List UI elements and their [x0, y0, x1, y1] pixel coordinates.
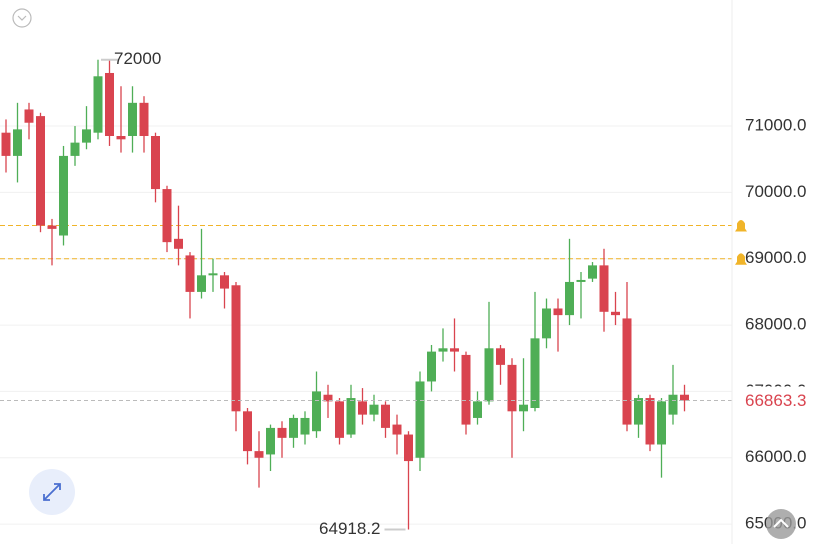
candle-body — [369, 404, 379, 415]
candle-body — [415, 381, 425, 458]
candle-body — [450, 348, 459, 352]
min-label: 64918.2 — [319, 519, 380, 538]
candle-body — [404, 434, 413, 462]
candle-body — [70, 142, 80, 156]
candle-body — [243, 411, 252, 452]
last-price-label: 66863.3 — [745, 391, 806, 410]
alert-bell — [735, 253, 747, 265]
candle-body — [335, 401, 344, 438]
candle-body — [599, 265, 609, 312]
candle-body — [174, 238, 183, 249]
candle-body — [392, 424, 402, 435]
candle-body — [484, 348, 494, 402]
candle-body — [185, 255, 195, 292]
candle-body — [13, 129, 22, 156]
candle-body — [93, 76, 103, 133]
candle-body — [139, 102, 149, 136]
candle-body — [1, 132, 11, 156]
candle-body — [128, 102, 137, 136]
candle-body — [657, 401, 666, 445]
candle-body — [289, 417, 298, 438]
candle-body — [496, 348, 505, 365]
candle-body — [645, 398, 655, 445]
scroll-button-bg — [766, 509, 796, 539]
candle-body — [519, 404, 528, 412]
candle-body — [162, 189, 172, 243]
candle-body — [266, 427, 275, 455]
candle-body — [622, 318, 632, 425]
candle-body — [105, 72, 114, 136]
candle-body — [59, 155, 68, 236]
bell-icon — [735, 220, 747, 232]
candle-body — [473, 401, 482, 418]
candle-body — [565, 281, 574, 316]
candle-body — [438, 348, 448, 352]
candle-body — [82, 129, 91, 143]
bell-icon — [735, 253, 747, 265]
candle-body — [47, 225, 57, 229]
candle-body — [300, 417, 310, 435]
alert-bell — [735, 220, 747, 232]
scroll-button-icon — [773, 518, 789, 528]
y-tick-label: 66000.0 — [745, 447, 806, 466]
candle-body — [36, 116, 45, 226]
candle-body — [634, 398, 643, 425]
candle-body — [680, 394, 689, 401]
y-tick-label: 69000.0 — [745, 248, 806, 267]
candle-body — [231, 285, 241, 412]
candle-body — [427, 351, 436, 382]
candle-body — [461, 354, 471, 425]
candle-body — [208, 273, 218, 276]
y-tick-label: 70000.0 — [745, 182, 806, 201]
expand-button[interactable] — [29, 469, 75, 515]
candle-body — [346, 398, 356, 435]
candle-body — [277, 427, 287, 438]
candle-body — [220, 275, 229, 289]
candle-body — [668, 394, 678, 415]
candle-body — [151, 136, 160, 190]
candle-body — [553, 308, 563, 316]
max-label: 72000 — [114, 49, 161, 68]
candle-body — [507, 364, 517, 412]
candle-body — [588, 265, 597, 279]
candle-body — [197, 275, 206, 292]
candle-body — [611, 311, 620, 316]
candle-body — [254, 451, 264, 458]
candle-body — [576, 279, 586, 282]
candle-body — [530, 338, 540, 408]
scroll-button[interactable] — [766, 509, 796, 539]
candle-body — [116, 136, 126, 140]
plot: 65000.066000.067000.068000.069000.070000… — [0, 49, 829, 539]
candle-body — [542, 308, 551, 339]
candle-body — [24, 109, 34, 123]
y-tick-label: 68000.0 — [745, 315, 806, 334]
candle-body — [381, 404, 390, 428]
last-price-box — [734, 386, 829, 415]
collapse-icon[interactable] — [12, 8, 32, 28]
candle-body — [358, 401, 367, 415]
candle-body — [312, 391, 321, 432]
candle-body — [323, 394, 333, 402]
y-tick-label: 71000.0 — [745, 116, 806, 135]
